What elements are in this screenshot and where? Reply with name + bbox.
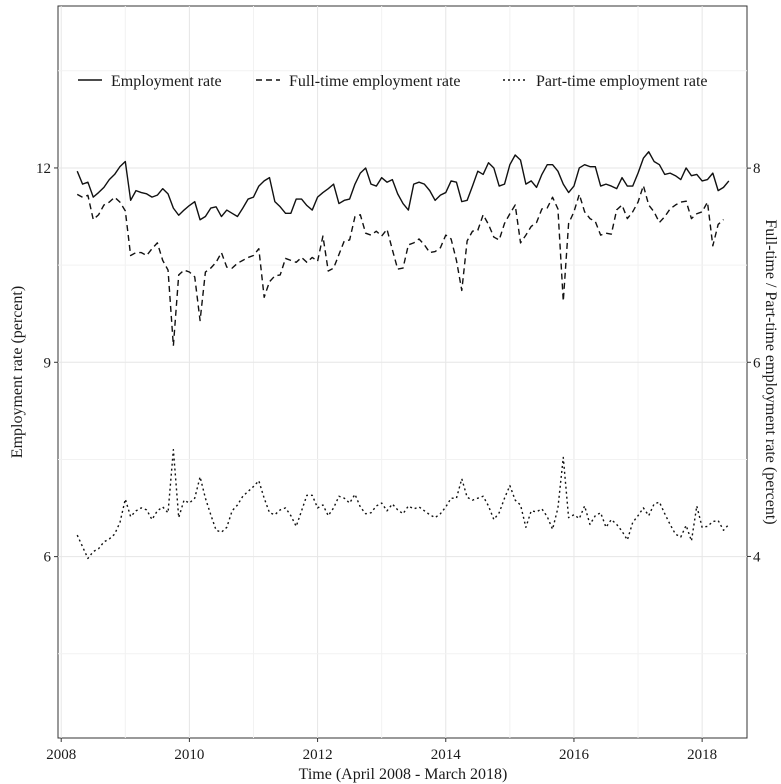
- legend-label-3: Part-time employment rate: [536, 73, 708, 90]
- series-line-3: [76, 448, 730, 560]
- series-line-2: [76, 184, 724, 347]
- y-tick-label-left: 9: [44, 355, 52, 371]
- axes: 2008 2010 2012 2014 2016 2018 6 9 12 4 6 8: [36, 161, 761, 763]
- legend-label-1: Employment rate: [111, 73, 222, 90]
- x-tick-label: 2012: [303, 747, 333, 763]
- y-tick-label-right: 8: [753, 161, 761, 177]
- y-tick-label-left: 6: [44, 550, 52, 566]
- legend: Employment rate Full-time employment rate…: [78, 73, 708, 90]
- x-tick-label: 2018: [687, 747, 717, 763]
- legend-label-2: Full-time employment rate: [289, 73, 461, 90]
- x-tick-label: 2008: [46, 747, 76, 763]
- y-tick-label-right: 4: [753, 549, 761, 565]
- x-tick-label: 2016: [559, 747, 590, 763]
- x-axis-label: Time (April 2008 - March 2018): [299, 766, 508, 783]
- y-axis-label-left: Employment rate (percent): [9, 286, 26, 458]
- plot-panel: [57, 5, 748, 739]
- x-tick-label: 2014: [431, 747, 462, 763]
- x-tick-label: 2010: [174, 747, 204, 763]
- gridlines: [58, 6, 747, 738]
- y-axis-label-right: Full-time / Part-time employment rate (p…: [762, 219, 779, 524]
- y-tick-label-right: 6: [753, 355, 761, 371]
- y-tick-label-left: 12: [36, 161, 51, 177]
- series-lines: [76, 151, 730, 560]
- series-line-1: [76, 151, 730, 221]
